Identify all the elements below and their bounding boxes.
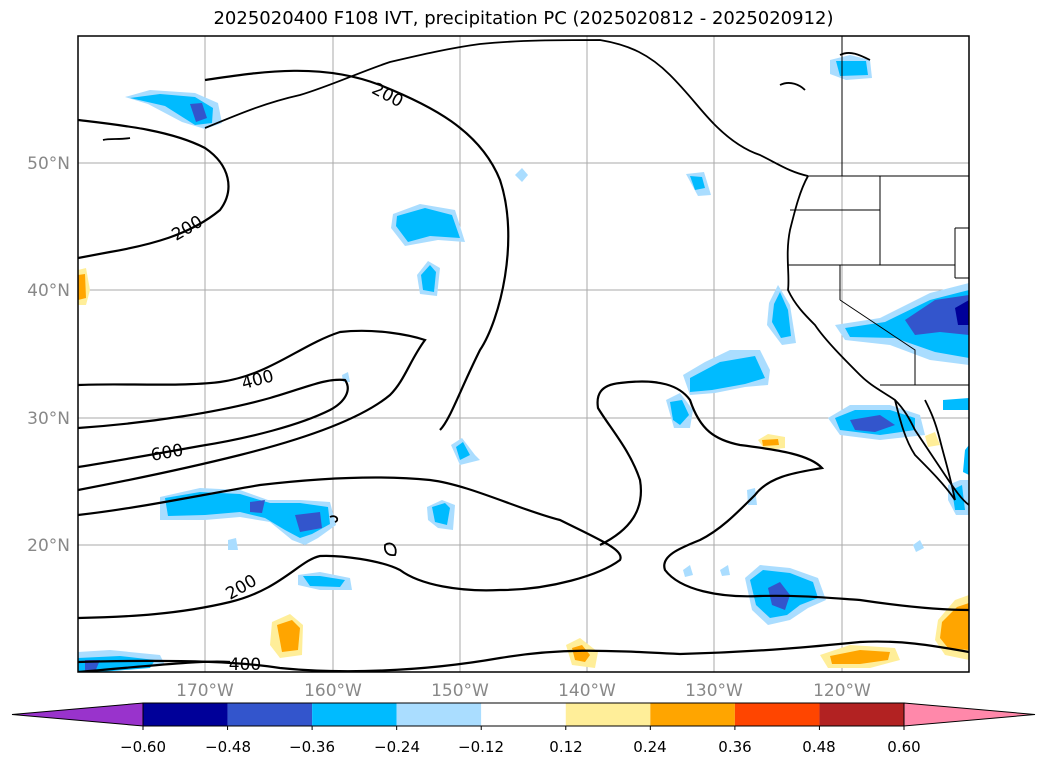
longitude-labels: 170°W 160°W 150°W 140°W 130°W 120°W — [176, 681, 871, 701]
colorbar-segment — [481, 703, 566, 726]
colorbar-segment — [734, 703, 820, 726]
lon-label: 160°W — [304, 681, 362, 701]
colorbar-tick-label: 0.36 — [718, 738, 751, 756]
colorbar-segment — [227, 703, 313, 726]
colorbar-segment — [565, 703, 651, 726]
colorbar-tick-label: 0.60 — [887, 738, 920, 756]
coastlines — [102, 39, 969, 557]
colorbar-segment — [819, 703, 904, 726]
colorbar-tick-labels: −0.60 −0.48 −0.36 −0.24 −0.12 0.12 0.24 … — [120, 738, 921, 756]
ivt-contours — [78, 69, 969, 672]
latitude-labels: 50°N 40°N 30°N 20°N — [27, 154, 70, 556]
lat-label: 20°N — [27, 536, 70, 556]
lon-label: 150°W — [431, 681, 489, 701]
colorbar — [11, 702, 1036, 730]
contour-label: 400 — [229, 655, 261, 675]
colorbar-segment — [143, 703, 228, 726]
colorbar-tick-label: −0.36 — [289, 738, 335, 756]
colorbar-extend-max — [903, 702, 1036, 727]
colorbar-tick-label: 0.12 — [549, 738, 582, 756]
colorbar-segment — [650, 703, 735, 726]
colorbar-tick-label: −0.12 — [458, 738, 504, 756]
colorbar-tick-label: 0.24 — [633, 738, 666, 756]
map-background — [78, 36, 969, 672]
colorbar-tick-label: −0.48 — [205, 738, 251, 756]
gridlines — [78, 36, 969, 672]
colorbar-tick-label: −0.60 — [120, 738, 166, 756]
colorbar-outline — [142, 702, 905, 727]
colorbar-extend-min — [11, 702, 144, 727]
colorbar-tick-label: −0.24 — [374, 738, 420, 756]
lat-label: 40°N — [27, 281, 70, 301]
lon-label: 120°W — [813, 681, 871, 701]
lon-label: 170°W — [176, 681, 234, 701]
lon-label: 140°W — [558, 681, 616, 701]
lat-label: 50°N — [27, 154, 70, 174]
colorbar-segment — [396, 703, 482, 726]
precip-positive-regions — [78, 268, 969, 668]
precip-negative-regions — [78, 55, 969, 672]
colorbar-tick-label: 0.48 — [802, 738, 835, 756]
map-title: 2025020400 F108 IVT, precipitation PC (2… — [213, 8, 834, 29]
lon-label: 130°W — [685, 681, 743, 701]
state-borders — [788, 36, 969, 386]
lat-label: 30°N — [27, 409, 70, 429]
colorbar-segment — [312, 703, 397, 726]
map-frame — [77, 35, 970, 673]
